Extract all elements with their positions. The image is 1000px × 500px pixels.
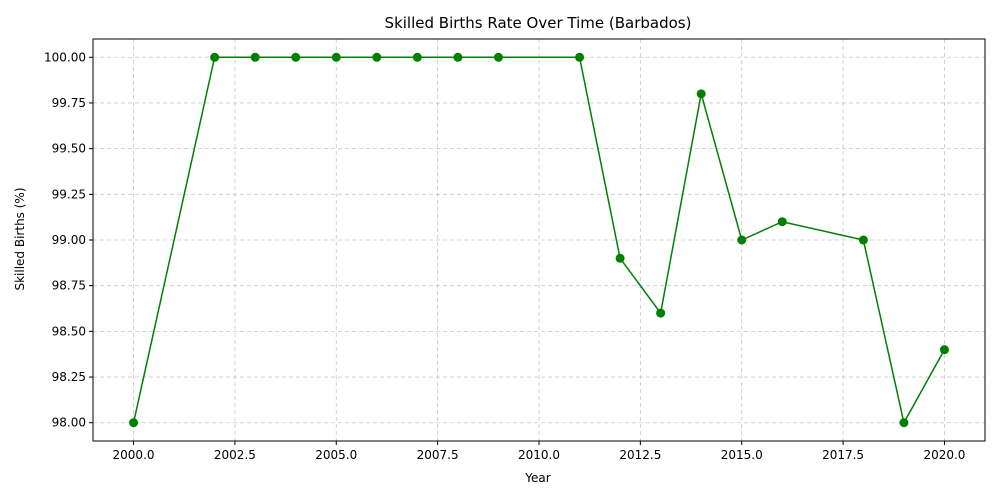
- data-point: [331, 52, 341, 62]
- x-tick-label: 2000.0: [113, 448, 155, 462]
- y-tick-label: 99.00: [52, 233, 86, 247]
- series-layer: [129, 52, 949, 428]
- series-line: [132, 56, 946, 425]
- x-tick-label: 2010.0: [518, 448, 560, 462]
- data-point: [129, 418, 139, 428]
- y-tick-label: 98.50: [52, 324, 86, 338]
- data-point: [737, 235, 747, 245]
- data-point: [210, 52, 220, 62]
- x-tick-label: 2020.0: [923, 448, 965, 462]
- plot-frame: [92, 38, 986, 442]
- data-point: [939, 345, 949, 355]
- y-tick-label: 98.00: [52, 416, 86, 430]
- data-point: [493, 52, 503, 62]
- data-point: [615, 253, 625, 263]
- axes-layer: 2000.0 2002.5 2005.0 2007.5 2010.0 2012.5 2015…: [44, 38, 986, 462]
- data-point: [372, 52, 382, 62]
- y-axis-label: Skilled Births (%): [13, 187, 27, 290]
- data-point: [250, 52, 260, 62]
- x-tick-label: 2015.0: [721, 448, 763, 462]
- x-tick-label: 2007.5: [417, 448, 459, 462]
- y-tick-label: 98.75: [52, 279, 86, 293]
- x-tick-label: 2002.5: [214, 448, 256, 462]
- data-point: [453, 52, 463, 62]
- x-tick-label: 2012.5: [619, 448, 661, 462]
- x-tick-label: 2005.0: [315, 448, 357, 462]
- data-point: [696, 89, 706, 99]
- y-tick-label: 99.50: [52, 142, 86, 156]
- chart-title: Skilled Births Rate Over Time (Barbados): [385, 14, 692, 32]
- x-tick-label: 2017.5: [822, 448, 864, 462]
- x-axis-label: Year: [524, 471, 550, 485]
- data-point: [656, 308, 666, 318]
- data-point: [858, 235, 868, 245]
- data-point: [412, 52, 422, 62]
- y-tick-label: 99.25: [52, 187, 86, 201]
- data-point: [777, 217, 787, 227]
- data-point: [899, 418, 909, 428]
- data-point: [291, 52, 301, 62]
- data-point: [575, 52, 585, 62]
- y-tick-label: 100.00: [44, 50, 86, 64]
- y-tick-label: 99.75: [52, 96, 86, 110]
- grid-layer: [93, 39, 985, 441]
- y-tick-label: 98.25: [52, 370, 86, 384]
